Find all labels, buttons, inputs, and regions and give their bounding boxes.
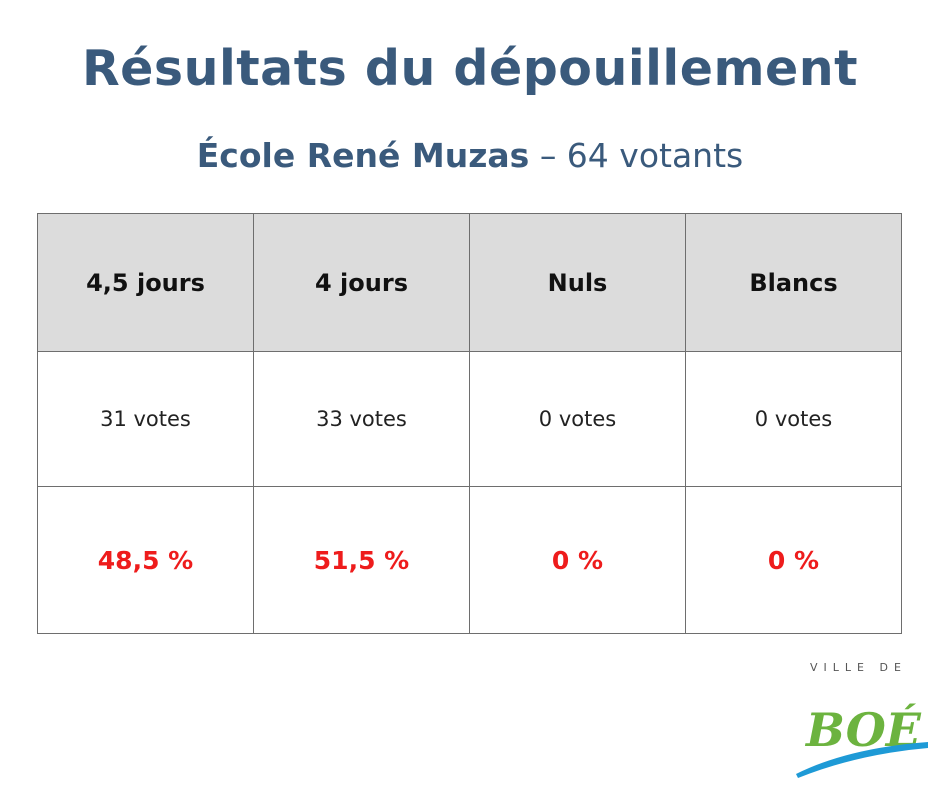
header-cell-4-5-jours: 4,5 jours (37, 213, 254, 352)
page-subtitle: École René Muzas – 64 votants (0, 136, 940, 175)
header-cell-blancs: Blancs (685, 213, 902, 352)
table-row: 31 votes 33 votes 0 votes 0 votes (37, 351, 902, 487)
logo-swoosh (796, 742, 928, 778)
votes-cell: 0 votes (685, 351, 902, 487)
school-name: École René Muzas (196, 136, 530, 175)
percent-cell: 48,5 % (37, 486, 254, 634)
ville-de-boe-logo: VILLE DE BOÉ (788, 656, 933, 780)
votes-cell: 31 votes (37, 351, 254, 487)
logo-top-text: VILLE DE (810, 661, 907, 674)
header-cell-nuls: Nuls (469, 213, 686, 352)
percent-cell: 0 % (685, 486, 902, 634)
table-row: 48,5 % 51,5 % 0 % 0 % (37, 486, 902, 634)
logo-graphic: BOÉ (796, 702, 928, 778)
header-cell-4-jours: 4 jours (253, 213, 470, 352)
results-table: 4,5 jours 4 jours Nuls Blancs 31 votes 3… (37, 213, 902, 634)
table-header-row: 4,5 jours 4 jours Nuls Blancs (37, 213, 902, 352)
votes-cell: 33 votes (253, 351, 470, 487)
votes-cell: 0 votes (469, 351, 686, 487)
percent-cell: 51,5 % (253, 486, 470, 634)
percent-cell: 0 % (469, 486, 686, 634)
voter-count: – 64 votants (529, 136, 744, 175)
page-title: Résultats du dépouillement (81, 40, 859, 97)
